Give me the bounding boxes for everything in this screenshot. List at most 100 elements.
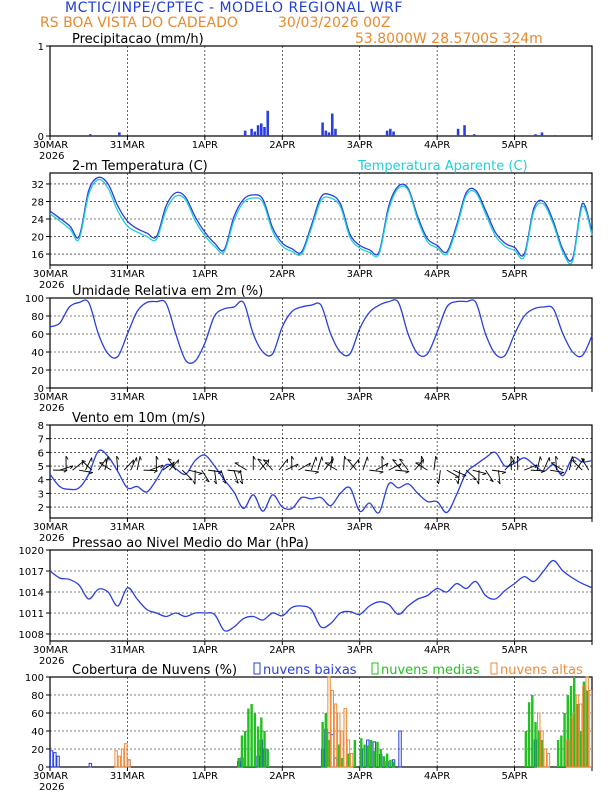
x-tick-label: 30MAR — [33, 140, 68, 151]
wind-barb — [123, 459, 134, 471]
wind-barb-head — [263, 459, 268, 462]
x-tick-label: 3APR — [347, 140, 373, 151]
wind-barb — [116, 456, 119, 471]
wind-barb — [530, 469, 545, 472]
x-tick-label: 3APR — [347, 522, 373, 533]
cloud-bar-1 — [250, 704, 253, 767]
wind-barb — [167, 458, 177, 471]
cloud-bar-2 — [585, 676, 589, 768]
wind-barb — [78, 469, 93, 473]
legend-apparent-temp: Temperatura Aparente (C) — [357, 159, 528, 174]
panel-frame — [49, 45, 593, 137]
wind-barb-head — [239, 480, 243, 485]
precip-bar — [250, 128, 253, 136]
precip-bar — [243, 130, 247, 136]
wind-barb — [349, 459, 360, 471]
precip-bar — [330, 113, 334, 136]
x-tick-label: 1APR — [192, 269, 218, 280]
y-tick-label: 1020 — [19, 546, 44, 557]
y-tick-label: 6 — [38, 448, 44, 459]
series-line-rh-0 — [49, 299, 593, 364]
wind-barb — [392, 459, 402, 471]
precip-bar — [256, 125, 260, 136]
wind-barb-head — [399, 458, 404, 461]
wind-barb-head — [540, 470, 545, 474]
precip-bar — [89, 134, 92, 136]
x-year-label: 2026 — [39, 533, 64, 544]
precip-bar — [260, 123, 263, 136]
precip-bar — [553, 135, 557, 136]
wind-barb — [234, 462, 248, 471]
cloud-bar-1 — [560, 735, 563, 767]
wind-barb-head — [472, 478, 477, 481]
x-tick-label: 1APR — [192, 392, 218, 403]
wind-barb-head — [177, 459, 180, 464]
x-tick-label: 31MAR — [110, 269, 145, 280]
y-tick-label: 60 — [31, 709, 44, 720]
precip-bar — [389, 128, 392, 136]
wind-barb-head — [315, 456, 318, 461]
wind-barb-head — [379, 471, 384, 474]
wind-barb-head — [213, 480, 217, 485]
cloud-bar-2 — [572, 712, 576, 768]
wind-barb-head — [347, 458, 352, 462]
wind-barb-head — [172, 461, 175, 466]
x-tick-label: 1APR — [192, 771, 218, 782]
y-tick-label: 1 — [38, 42, 44, 53]
cloud-bar-1 — [363, 744, 366, 767]
wind-barb — [278, 458, 288, 471]
precip-bar — [327, 132, 331, 136]
wind-barb — [239, 470, 244, 485]
wind-barb — [220, 469, 227, 484]
wind-barb-head — [571, 456, 575, 461]
y-tick-label: 28 — [31, 197, 44, 208]
wind-barb — [550, 462, 564, 471]
wind-barb-head — [331, 456, 335, 460]
precip-bar — [537, 135, 541, 136]
wind-barb-head — [139, 456, 142, 461]
x-tick-label: 5APR — [501, 269, 527, 280]
x-tick-label: 30MAR — [33, 645, 68, 656]
cloud-bar-2 — [327, 676, 331, 768]
panel-frame — [49, 297, 593, 389]
wind-barb-head — [222, 480, 227, 484]
wind-barb-head — [252, 455, 256, 460]
cloud-bar-2 — [120, 748, 125, 768]
y-tick-label: 80 — [31, 312, 44, 323]
wind-barb — [433, 456, 437, 471]
wind-barb-head — [116, 455, 120, 460]
wind-barb-head — [555, 455, 559, 460]
precip-bar — [118, 132, 121, 136]
x-tick-label: 30MAR — [33, 392, 68, 403]
cloud-bar-2 — [127, 759, 131, 768]
wind-barb — [143, 469, 158, 472]
precip-bar — [385, 130, 389, 136]
wind-barb — [362, 456, 368, 471]
cloud-bar-1 — [585, 690, 589, 767]
wind-barb-head — [63, 469, 68, 473]
wind-barb-head — [132, 459, 135, 464]
cloud-bar-1 — [347, 753, 350, 767]
wind-barb — [259, 459, 270, 471]
y-tick-label: 40 — [31, 727, 44, 738]
wind-barb — [485, 469, 494, 482]
cloud-bar-1 — [360, 738, 363, 767]
y-tick-label: 100 — [25, 294, 44, 305]
x-tick-label: 31MAR — [110, 392, 145, 403]
wind-barb — [343, 456, 345, 471]
y-tick-label: 1014 — [19, 588, 44, 599]
wind-barb-head — [321, 456, 324, 461]
x-tick-label: 5APR — [501, 392, 527, 403]
precip-bar — [392, 131, 395, 136]
x-year-label: 2026 — [39, 656, 64, 667]
x-tick-label: 4APR — [424, 771, 450, 782]
precip-bar — [324, 130, 328, 136]
x-tick-label: 31MAR — [110, 522, 145, 533]
wind-barb — [536, 456, 541, 471]
cloud-bar-1 — [524, 731, 528, 767]
y-tick-label: 0 — [38, 384, 44, 395]
x-tick-label: 5APR — [501, 771, 527, 782]
cloud-bar-2 — [117, 755, 122, 768]
